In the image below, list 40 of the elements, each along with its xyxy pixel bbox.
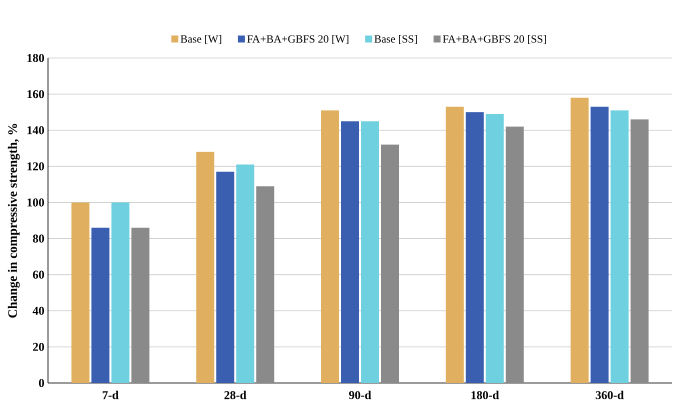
y-tick-label: 80 (32, 234, 44, 243)
bar (590, 106, 609, 383)
x-tick-label: 90-d (349, 390, 372, 400)
bar (131, 228, 150, 383)
x-tick-label: 7-d (102, 390, 119, 400)
bar (341, 121, 360, 383)
legend-label: FA+BA+GBFS 20 [SS] (442, 34, 546, 44)
x-tick-label: 180-d (471, 390, 499, 400)
y-tick-label: 140 (28, 126, 44, 134)
y-tick-label: 60 (32, 270, 44, 279)
bar (321, 110, 340, 383)
bar (111, 202, 130, 383)
y-tick-label: 120 (28, 162, 44, 170)
legend-label: FA+BA+GBFS 20 [W] (247, 34, 348, 44)
bar (361, 121, 380, 383)
y-tick-label: 160 (28, 90, 44, 98)
bar (610, 110, 629, 383)
bar (256, 186, 274, 383)
y-tick-label: 0 (38, 378, 44, 388)
x-tick-label: 360-d (596, 390, 624, 400)
y-tick-label: 40 (32, 306, 44, 315)
bar (380, 144, 399, 383)
y-axis-title: Change in compressive strength, % (8, 124, 20, 318)
bar (446, 106, 464, 383)
bar (91, 228, 110, 383)
bar (506, 126, 524, 383)
y-tick-label: 180 (28, 54, 44, 62)
y-tick-label: 100 (28, 198, 44, 206)
bar (216, 172, 234, 383)
bar (486, 114, 504, 383)
y-tick-label: 20 (33, 342, 44, 351)
legend-label: Base [W] (180, 34, 222, 44)
bar (466, 112, 484, 383)
bar (570, 98, 589, 383)
bar (71, 202, 90, 383)
bar (196, 152, 214, 383)
legend-label: Base [SS] (374, 34, 417, 44)
bar (630, 119, 649, 383)
bar (236, 164, 254, 383)
x-tick-label: 28-d (224, 390, 246, 400)
